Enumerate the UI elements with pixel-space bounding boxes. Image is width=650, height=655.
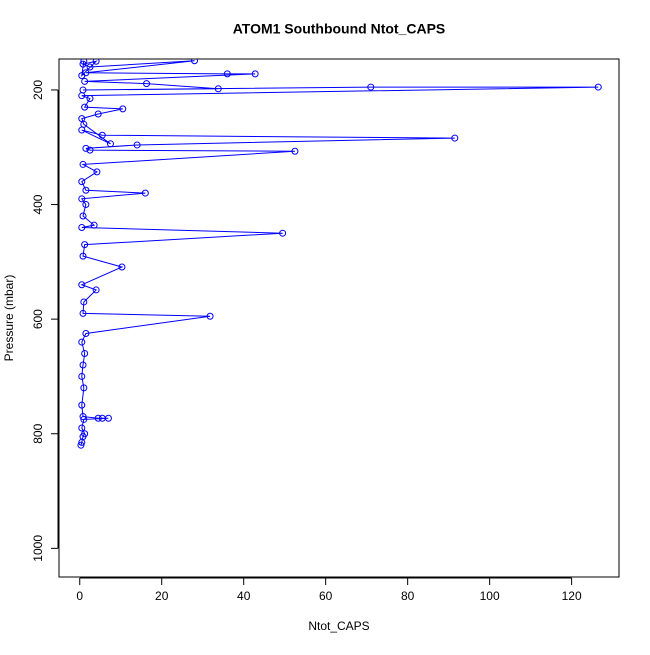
- data-point: [86, 63, 94, 71]
- data-point: [90, 221, 98, 229]
- x-tick-label: 100: [480, 589, 500, 603]
- data-point: [78, 424, 86, 432]
- data-point: [86, 95, 94, 103]
- data-point: [451, 134, 459, 142]
- y-tick-label: 1000: [31, 535, 45, 562]
- data-point: [82, 186, 90, 194]
- data-point: [81, 103, 89, 111]
- data-point: [78, 115, 86, 123]
- data-point: [223, 70, 231, 78]
- data-point: [80, 298, 88, 306]
- data-point: [77, 441, 85, 449]
- data-point: [106, 140, 114, 148]
- data-point: [251, 70, 259, 78]
- data-point: [78, 338, 86, 346]
- data-point: [78, 223, 86, 231]
- data-point: [141, 189, 149, 197]
- data-point: [367, 83, 375, 91]
- x-tick-label: 40: [237, 589, 251, 603]
- data-point: [82, 144, 90, 152]
- data-point: [79, 309, 87, 317]
- data-point: [98, 131, 106, 139]
- data-point: [279, 229, 287, 237]
- data-point: [79, 413, 87, 421]
- data-point: [81, 77, 89, 85]
- data-point: [98, 414, 106, 422]
- data-point: [81, 430, 89, 438]
- y-axis-label: Pressure (mbar): [2, 275, 16, 362]
- data-point: [214, 85, 222, 93]
- data-point: [93, 168, 101, 176]
- data-point: [78, 281, 86, 289]
- chart-title: ATOM1 Southbound Ntot_CAPS: [233, 21, 446, 37]
- data-point: [80, 415, 88, 423]
- data-point: [118, 263, 126, 271]
- y-tick-label: 200: [31, 80, 45, 100]
- data-point: [78, 195, 86, 203]
- data-point: [79, 86, 87, 94]
- x-tick-label: 120: [562, 589, 582, 603]
- x-tick-label: 80: [401, 589, 415, 603]
- data-point: [133, 141, 141, 149]
- data-point: [79, 60, 87, 68]
- x-tick-label: 0: [76, 589, 83, 603]
- data-point: [79, 160, 87, 168]
- data-point: [82, 329, 90, 337]
- data-point: [594, 83, 602, 91]
- data-point: [94, 110, 102, 118]
- x-tick-label: 20: [155, 589, 169, 603]
- y-tick-label: 800: [31, 423, 45, 443]
- x-tick-label: 60: [319, 589, 333, 603]
- data-point: [86, 146, 94, 154]
- data-point: [191, 59, 199, 65]
- data-point: [81, 241, 89, 249]
- data-point: [94, 414, 102, 422]
- data-point: [81, 350, 89, 358]
- data-point: [80, 59, 88, 65]
- data-point: [206, 312, 214, 320]
- data-point: [143, 80, 151, 88]
- data-point: [119, 105, 127, 113]
- data-point: [92, 59, 100, 65]
- data-point: [80, 384, 88, 392]
- data-point: [78, 178, 86, 186]
- x-axis-label: Ntot_CAPS: [308, 619, 369, 633]
- data-point: [92, 286, 100, 294]
- data-point: [291, 147, 299, 155]
- data-point: [78, 401, 86, 409]
- data-point: [79, 252, 87, 260]
- y-tick-label: 600: [31, 309, 45, 329]
- data-point: [78, 372, 86, 380]
- y-tick-label: 400: [31, 194, 45, 214]
- plot-area: [77, 59, 602, 449]
- data-point: [79, 212, 87, 220]
- plot-frame: [58, 58, 620, 578]
- data-point: [79, 361, 87, 369]
- data-point: [78, 72, 86, 80]
- data-point: [82, 201, 90, 209]
